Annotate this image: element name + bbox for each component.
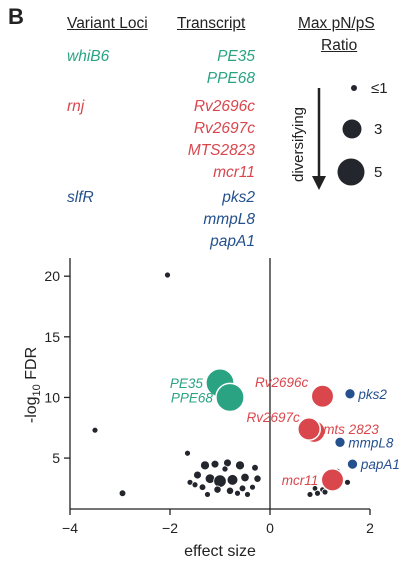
data-point <box>244 491 251 498</box>
legend-size-1-label: ≤1 <box>371 80 388 97</box>
x-axis-label: effect size <box>184 543 256 560</box>
data-point <box>314 489 321 497</box>
data-point <box>164 271 171 279</box>
x-tick-label: −2 <box>162 520 178 536</box>
data-point <box>240 472 250 483</box>
legend-arrow-head <box>312 176 326 190</box>
data-point <box>204 473 216 484</box>
data-point <box>306 491 314 498</box>
highlighted-point <box>297 417 321 441</box>
transcript-papa1: papA1 <box>210 233 255 250</box>
locus-slfr: slfR <box>67 189 94 206</box>
data-point <box>234 489 241 497</box>
locus-rnj: rnj <box>67 98 85 115</box>
data-point <box>213 485 222 494</box>
transcript-ppe68: PPE68 <box>206 70 255 87</box>
point-label: mts 2823 <box>323 422 379 437</box>
panel-letter: B <box>8 4 24 29</box>
point-label: PPE68 <box>171 390 214 405</box>
transcript-mcr11: mcr11 <box>213 164 255 181</box>
legend: diversifying ≤1 3 5 <box>290 80 388 190</box>
data-point <box>213 474 227 488</box>
header-ratio-line2: Ratio <box>321 37 358 54</box>
data-point <box>204 491 211 498</box>
data-point <box>198 483 207 491</box>
legend-size-3-label: 3 <box>374 121 382 138</box>
data-point <box>91 426 99 434</box>
header-transcript: Transcript <box>177 15 246 32</box>
transcript-pks2: pks2 <box>222 189 255 206</box>
data-point <box>235 460 245 471</box>
x-tick-label: 0 <box>266 520 274 536</box>
data-point <box>184 449 191 457</box>
header-variant-loci: Variant Loci <box>67 15 148 32</box>
highlighted-point <box>346 457 359 471</box>
header-ratio-line1: Max pN/pS <box>298 15 375 32</box>
data-point <box>200 460 210 471</box>
point-label: mmpL8 <box>348 435 394 450</box>
point-label: Rv2696c <box>255 375 309 390</box>
highlighted-point <box>333 436 347 449</box>
legend-size-5-label: 5 <box>374 164 382 181</box>
data-point <box>221 465 229 473</box>
point-label: Rv2697c <box>247 410 301 425</box>
legend-size-3 <box>342 119 362 139</box>
legend-arrow-label: diversifying <box>290 107 307 182</box>
data-point <box>238 484 247 493</box>
transcript-rv2696c: Rv2696c <box>193 98 255 115</box>
legend-size-1 <box>351 85 357 91</box>
locus-whib6: whiB6 <box>67 48 110 65</box>
y-ticks: 5 10 15 20 <box>44 268 70 466</box>
data-point <box>251 464 259 472</box>
transcript-mmpl8: mmpL8 <box>203 211 255 228</box>
point-label: pks2 <box>357 387 387 402</box>
y-tick-label: 10 <box>44 389 60 405</box>
transcript-pe35: PE35 <box>217 48 255 65</box>
data-point <box>210 459 220 469</box>
data-point <box>226 474 239 486</box>
highlighted-point <box>343 387 357 400</box>
highlighted-points <box>205 368 359 492</box>
x-tick-label: −4 <box>62 520 78 536</box>
highlighted-point <box>310 384 335 409</box>
axes: −4 −2 0 2 5 10 15 20 effect size -log10 FDR <box>23 258 374 560</box>
data-point <box>249 483 256 491</box>
highlighted-point <box>215 382 245 413</box>
y-tick-label: 15 <box>44 329 60 345</box>
x-tick-label: 2 <box>366 520 374 536</box>
data-point <box>118 489 127 498</box>
transcript-mts2823: MTS2823 <box>187 142 255 159</box>
data-point <box>193 470 202 480</box>
y-tick-label: 5 <box>52 450 60 466</box>
transcript-rv2697c: Rv2697c <box>193 120 255 137</box>
point-label: mcr11 <box>282 473 319 488</box>
legend-size-5 <box>337 158 365 186</box>
point-label: PE35 <box>170 376 204 391</box>
y-axis-label: -log10 FDR <box>23 347 43 423</box>
data-point <box>225 486 235 495</box>
x-ticks: −4 −2 0 2 <box>62 509 374 536</box>
data-point <box>253 474 262 483</box>
point-label: papA1 <box>360 457 400 472</box>
data-point <box>344 478 351 486</box>
data-point <box>191 481 199 489</box>
y-tick-label: 20 <box>44 268 60 284</box>
highlighted-point <box>320 467 345 492</box>
